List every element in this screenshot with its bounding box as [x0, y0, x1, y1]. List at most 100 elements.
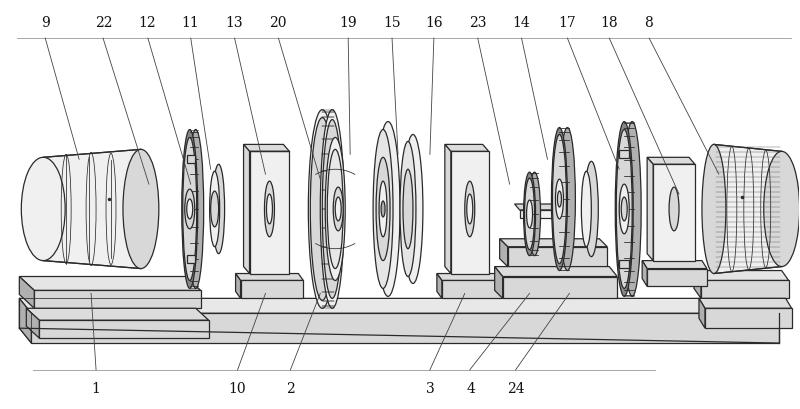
Text: 1: 1	[91, 381, 100, 395]
FancyBboxPatch shape	[619, 260, 630, 268]
Polygon shape	[699, 299, 792, 308]
Polygon shape	[494, 267, 502, 299]
Ellipse shape	[523, 173, 535, 256]
Ellipse shape	[619, 185, 630, 234]
Text: 9: 9	[41, 16, 50, 30]
Ellipse shape	[123, 150, 159, 269]
Text: 8: 8	[644, 16, 653, 30]
Ellipse shape	[615, 122, 633, 297]
FancyBboxPatch shape	[186, 156, 194, 164]
Ellipse shape	[553, 135, 566, 264]
Polygon shape	[19, 299, 778, 313]
Polygon shape	[514, 204, 565, 211]
Ellipse shape	[702, 145, 726, 274]
Polygon shape	[642, 261, 647, 287]
Polygon shape	[500, 239, 508, 267]
Text: 4: 4	[466, 381, 475, 395]
Polygon shape	[494, 267, 618, 277]
Polygon shape	[705, 308, 792, 328]
Text: 12: 12	[138, 16, 156, 30]
Ellipse shape	[379, 182, 387, 237]
Ellipse shape	[186, 200, 193, 219]
Polygon shape	[647, 158, 695, 165]
Ellipse shape	[381, 202, 385, 217]
Polygon shape	[19, 277, 34, 308]
Text: 3: 3	[426, 381, 434, 395]
Polygon shape	[451, 152, 489, 274]
Ellipse shape	[529, 173, 541, 256]
Text: 22: 22	[94, 16, 112, 30]
Ellipse shape	[182, 138, 197, 281]
Polygon shape	[647, 269, 707, 287]
FancyBboxPatch shape	[619, 151, 630, 159]
Ellipse shape	[334, 188, 343, 231]
Ellipse shape	[322, 120, 342, 299]
Ellipse shape	[185, 190, 194, 229]
Polygon shape	[653, 165, 695, 261]
Polygon shape	[714, 145, 782, 274]
Text: 2: 2	[286, 381, 294, 395]
Polygon shape	[43, 150, 141, 269]
Polygon shape	[241, 281, 303, 299]
FancyBboxPatch shape	[186, 255, 194, 263]
Polygon shape	[699, 299, 705, 328]
Text: 18: 18	[600, 16, 618, 30]
Polygon shape	[31, 313, 778, 343]
Polygon shape	[508, 247, 607, 267]
Ellipse shape	[764, 152, 800, 267]
Polygon shape	[642, 261, 707, 269]
Polygon shape	[445, 145, 489, 152]
Polygon shape	[19, 299, 31, 343]
Ellipse shape	[584, 162, 598, 257]
Ellipse shape	[526, 200, 533, 228]
Ellipse shape	[213, 165, 225, 254]
Ellipse shape	[210, 172, 220, 247]
Polygon shape	[647, 158, 653, 261]
Ellipse shape	[403, 170, 413, 249]
Text: 24: 24	[506, 381, 525, 395]
Polygon shape	[442, 281, 502, 299]
Ellipse shape	[188, 130, 204, 289]
Text: 11: 11	[182, 16, 199, 30]
Ellipse shape	[669, 188, 679, 231]
Polygon shape	[243, 145, 290, 152]
Ellipse shape	[558, 192, 562, 207]
Ellipse shape	[210, 192, 218, 227]
Ellipse shape	[22, 158, 65, 261]
Text: 20: 20	[270, 16, 286, 30]
Ellipse shape	[465, 182, 474, 237]
Ellipse shape	[582, 172, 591, 247]
Ellipse shape	[376, 158, 390, 261]
Polygon shape	[519, 211, 565, 218]
Polygon shape	[694, 271, 789, 281]
Ellipse shape	[616, 130, 632, 289]
Polygon shape	[19, 277, 201, 291]
Ellipse shape	[376, 122, 400, 297]
Ellipse shape	[327, 150, 343, 269]
Ellipse shape	[400, 142, 416, 277]
Ellipse shape	[182, 130, 198, 289]
Ellipse shape	[559, 128, 575, 271]
Text: 10: 10	[229, 381, 246, 395]
Ellipse shape	[320, 110, 344, 308]
Ellipse shape	[326, 138, 345, 281]
Text: 15: 15	[383, 16, 401, 30]
Polygon shape	[250, 152, 290, 274]
Ellipse shape	[265, 182, 274, 237]
Ellipse shape	[373, 130, 393, 289]
Polygon shape	[26, 308, 39, 338]
Ellipse shape	[335, 198, 342, 221]
Polygon shape	[445, 145, 451, 274]
Text: 19: 19	[339, 16, 357, 30]
Polygon shape	[502, 277, 618, 299]
Text: 17: 17	[558, 16, 576, 30]
Ellipse shape	[525, 179, 534, 250]
Polygon shape	[500, 239, 607, 247]
Text: 13: 13	[226, 16, 243, 30]
Ellipse shape	[403, 135, 423, 284]
Ellipse shape	[622, 198, 627, 221]
Ellipse shape	[466, 195, 473, 224]
Ellipse shape	[266, 195, 273, 224]
Ellipse shape	[555, 180, 563, 219]
Polygon shape	[701, 281, 789, 299]
